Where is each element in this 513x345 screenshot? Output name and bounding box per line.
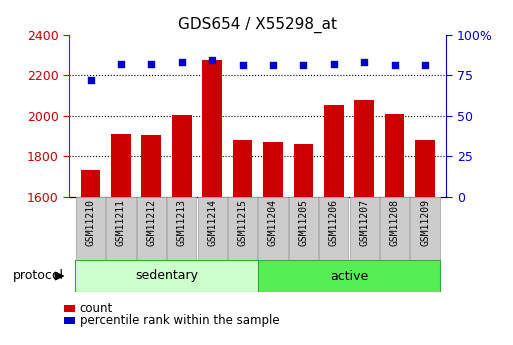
Bar (385, 114, 404, 197)
Bar (263, 142, 283, 197)
Bar (111, 134, 131, 197)
Text: count: count (80, 302, 113, 315)
Text: protocol: protocol (13, 269, 64, 283)
Text: GSM11211: GSM11211 (116, 199, 126, 246)
Bar (258, 260, 440, 292)
Bar (319, 197, 348, 260)
Bar (228, 197, 257, 260)
Text: GSM11214: GSM11214 (207, 199, 217, 246)
Text: GSM11205: GSM11205 (299, 199, 308, 246)
Text: GSM11213: GSM11213 (177, 199, 187, 246)
Bar (172, 115, 192, 197)
Text: GSM11207: GSM11207 (359, 199, 369, 246)
Text: active: active (330, 269, 368, 283)
Bar (233, 140, 252, 197)
Bar (106, 197, 135, 260)
Point (177, 59, 186, 65)
Text: GSM11215: GSM11215 (238, 199, 248, 246)
Bar (410, 197, 440, 260)
Text: GSM11210: GSM11210 (86, 199, 95, 246)
Point (269, 62, 277, 68)
Bar (380, 197, 409, 260)
Point (208, 58, 216, 63)
Point (390, 62, 399, 68)
Text: sedentary: sedentary (135, 269, 198, 283)
Text: GSM11206: GSM11206 (329, 199, 339, 246)
Point (330, 61, 338, 67)
Bar (354, 100, 374, 197)
Bar (415, 140, 435, 197)
Point (117, 61, 125, 67)
Text: percentile rank within the sample: percentile rank within the sample (80, 314, 279, 327)
Title: GDS654 / X55298_at: GDS654 / X55298_at (179, 17, 337, 33)
Point (360, 59, 368, 65)
Bar (202, 60, 222, 197)
Point (299, 62, 307, 68)
Bar (76, 197, 105, 260)
Bar (142, 135, 161, 197)
Text: GSM11204: GSM11204 (268, 199, 278, 246)
Bar (289, 197, 318, 260)
Text: GSM11208: GSM11208 (389, 199, 400, 246)
Bar (137, 197, 166, 260)
Bar (324, 106, 344, 197)
Point (239, 62, 247, 68)
Text: GSM11212: GSM11212 (146, 199, 156, 246)
Bar (350, 197, 379, 260)
Bar (259, 197, 288, 260)
Point (421, 62, 429, 68)
Bar (198, 197, 227, 260)
Bar (75, 260, 258, 292)
Bar (167, 197, 196, 260)
Text: GSM11209: GSM11209 (420, 199, 430, 246)
Point (86, 77, 94, 83)
Bar (293, 144, 313, 197)
Point (147, 61, 155, 67)
Bar (81, 170, 101, 197)
